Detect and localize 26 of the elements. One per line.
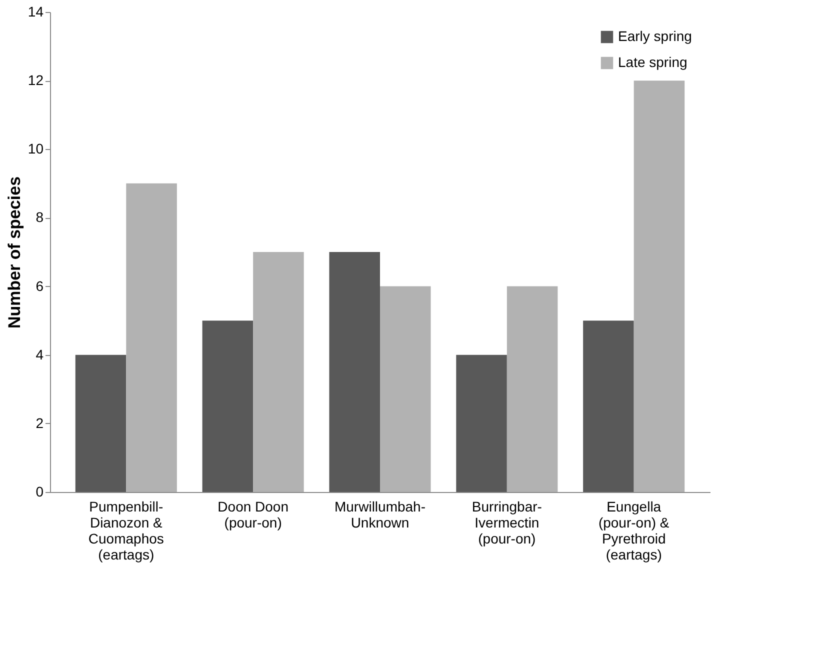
bar xyxy=(380,286,431,492)
bar xyxy=(126,183,177,492)
bar xyxy=(634,80,685,492)
legend-label: Early spring xyxy=(618,28,692,44)
bar xyxy=(253,252,304,492)
y-tick-label: 14 xyxy=(28,4,44,20)
y-tick-label: 0 xyxy=(36,484,44,500)
bar xyxy=(456,354,507,492)
x-tick-label: Burringbar-Ivermectin (pour-on) xyxy=(472,498,542,546)
y-axis-title: Number of species xyxy=(4,176,24,329)
bar xyxy=(329,252,380,492)
y-tick-label: 6 xyxy=(36,278,44,294)
bar xyxy=(583,320,634,492)
y-tick-label: 12 xyxy=(28,72,44,88)
x-tick-label: Pumpenbill-Dianozon & Cuomaphos (eartags) xyxy=(88,498,164,562)
bar xyxy=(506,286,558,492)
x-tick-label: Eungella (pour-on) & Pyrethroid (eartags) xyxy=(598,498,670,562)
y-tick-label: 8 xyxy=(36,209,44,226)
bar xyxy=(202,320,254,492)
legend-label: Late spring xyxy=(618,54,688,70)
x-tick-label: Doon Doon (pour-on) xyxy=(218,498,288,530)
bar xyxy=(75,354,126,492)
y-tick-label: 2 xyxy=(36,414,44,431)
y-tick-label: 10 xyxy=(28,140,44,157)
y-tick-label: 4 xyxy=(36,346,44,362)
x-tick-label: Murwillumbah-Unknown xyxy=(334,498,426,530)
